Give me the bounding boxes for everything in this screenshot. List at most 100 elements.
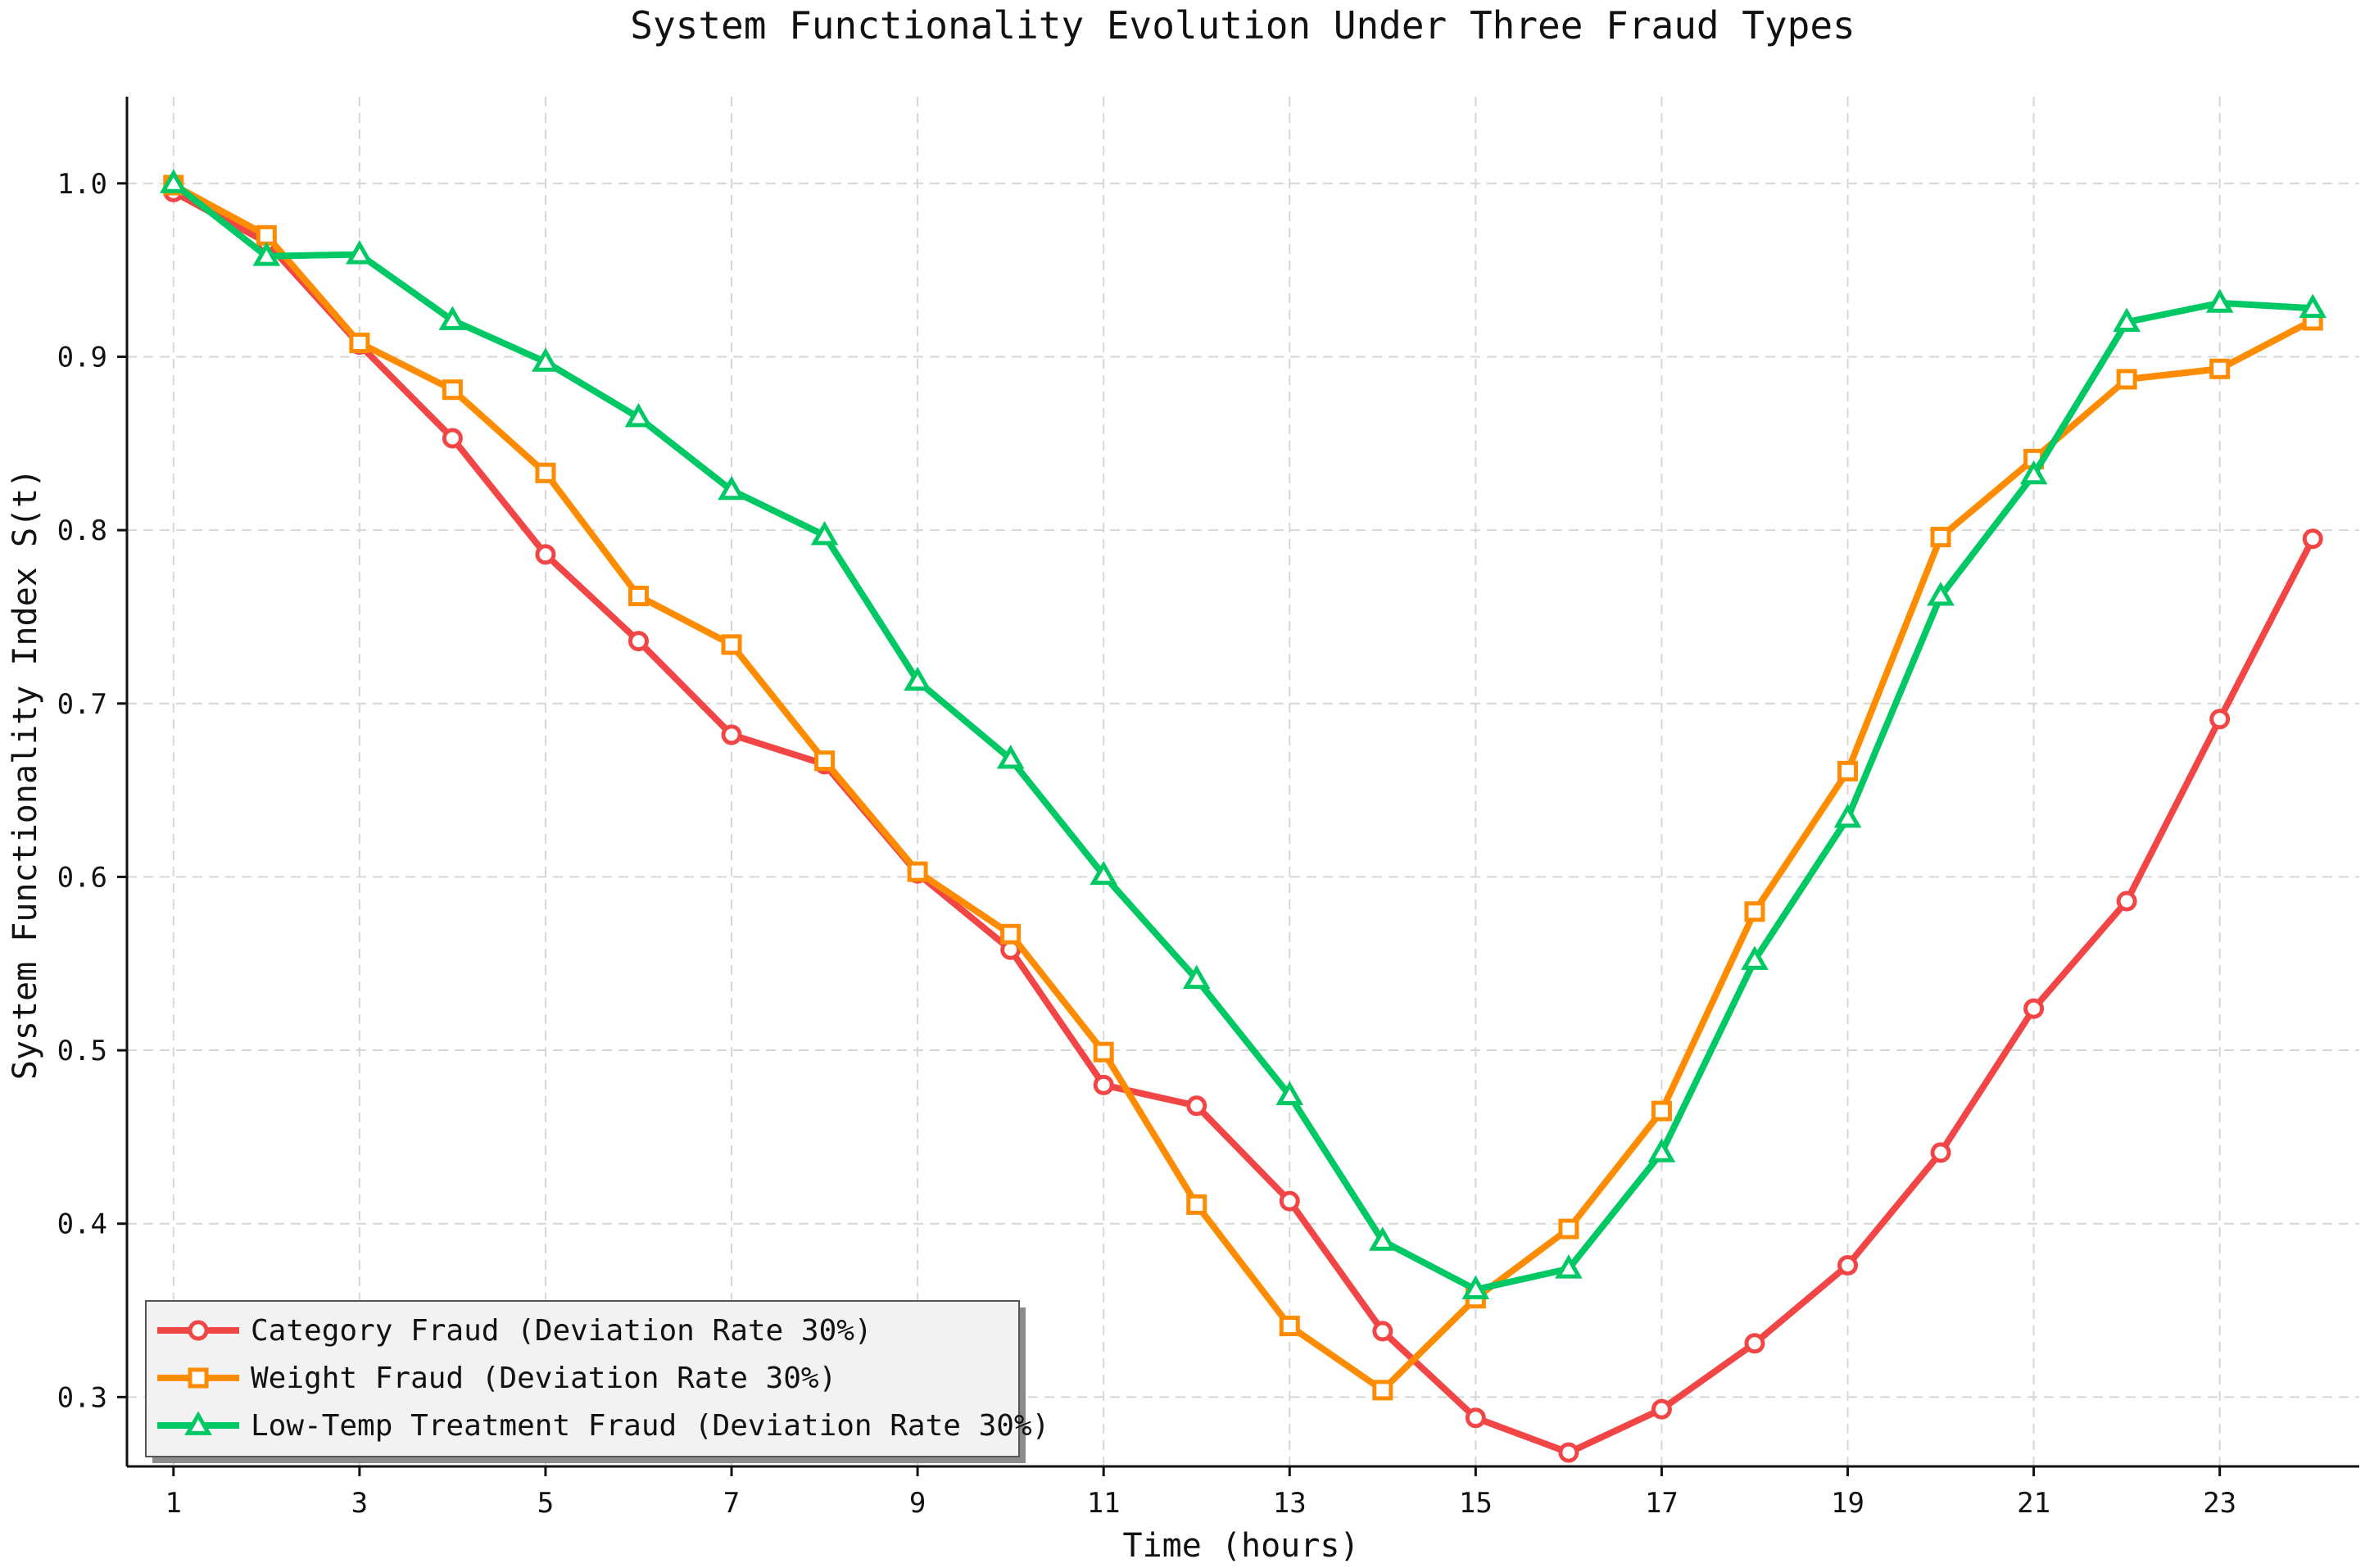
- data-point: [627, 586, 649, 607]
- data-point: [346, 240, 374, 265]
- x-tick-label: 11: [1087, 1487, 1121, 1520]
- legend-item-1: Category Fraud (Deviation Rate 30%): [157, 1314, 872, 1348]
- data-point: [810, 520, 839, 546]
- data-point: [624, 403, 653, 428]
- data-point: [814, 750, 836, 772]
- y-tick-label: 0.7: [57, 688, 107, 721]
- data-point: [1837, 1254, 1859, 1276]
- data-point: [532, 347, 560, 372]
- data-point: [2302, 528, 2323, 550]
- x-tick-label: 21: [2017, 1487, 2050, 1520]
- data-point: [2113, 307, 2141, 333]
- x-ticks: 1 3 5 7 9 11 13 15 17 19 21 23: [165, 1466, 2236, 1520]
- data-point: [2116, 890, 2137, 912]
- y-tick-label: 0.3: [57, 1381, 107, 1414]
- data-point: [721, 724, 742, 745]
- y-tick-label: 0.5: [57, 1035, 107, 1067]
- data-point: [438, 306, 467, 330]
- data-point: [1275, 1081, 1304, 1105]
- y-tick-label: 1.0: [57, 168, 107, 201]
- data-point: [1837, 760, 1859, 782]
- data-point: [1000, 923, 1022, 945]
- data-point: [1555, 1254, 1583, 1279]
- x-tick-label: 1: [165, 1487, 182, 1520]
- data-point: [1186, 1194, 1207, 1215]
- data-point: [718, 475, 745, 501]
- data-point: [1833, 803, 1862, 828]
- data-point: [159, 169, 188, 193]
- axes: [125, 97, 2359, 1468]
- grid-lines: [127, 97, 2359, 1466]
- data-point: [627, 631, 649, 652]
- x-tick-label: 13: [1273, 1487, 1307, 1520]
- data-point: [907, 861, 928, 882]
- data-point: [1186, 1095, 1207, 1117]
- data-point: [1744, 901, 1765, 922]
- data-point: [721, 634, 742, 655]
- data-point: [1279, 1316, 1300, 1337]
- series-3: [159, 169, 2327, 1299]
- data-point: [2023, 998, 2045, 1019]
- data-point: [1927, 582, 1955, 606]
- data-point: [349, 333, 370, 354]
- data-point: [252, 242, 281, 266]
- data-point: [1651, 1100, 1672, 1122]
- data-point: [1372, 1380, 1393, 1401]
- data-point: [1741, 945, 1769, 970]
- data-point: [442, 379, 463, 401]
- data-point: [2116, 369, 2137, 390]
- legend-box: [145, 1300, 1020, 1457]
- series-line: [171, 182, 2315, 1394]
- data-point: [1930, 1142, 1951, 1163]
- legend-label: Weight Fraud (Deviation Rate 30%): [251, 1362, 836, 1395]
- data-point: [2019, 460, 2048, 485]
- legend: Category Fraud (Deviation Rate 30%) Weigh…: [145, 1300, 1049, 1463]
- x-tick-label: 3: [351, 1487, 368, 1520]
- data-point: [2299, 293, 2327, 319]
- y-tick-label: 0.4: [57, 1208, 107, 1241]
- legend-swatch-marker: [188, 1320, 209, 1341]
- data-point: [1093, 1074, 1114, 1095]
- legend-swatch-marker: [188, 1367, 209, 1389]
- x-tick-label: 15: [1459, 1487, 1493, 1520]
- data-point: [1558, 1218, 1579, 1239]
- data-point: [256, 224, 277, 246]
- x-tick-label: 7: [723, 1487, 740, 1520]
- data-point: [1647, 1138, 1676, 1162]
- x-tick-label: 5: [537, 1487, 554, 1520]
- data-point: [442, 428, 463, 449]
- data-point: [1279, 1190, 1300, 1212]
- chart-title: System Functionality Evolution Under Thr…: [630, 3, 1855, 48]
- legend-item-2: Weight Fraud (Deviation Rate 30%): [157, 1362, 836, 1395]
- series-line: [171, 180, 2313, 1294]
- x-tick-label: 17: [1645, 1487, 1679, 1520]
- data-point: [1461, 1275, 1490, 1299]
- legend-items: Category Fraud (Deviation Rate 30%) Weigh…: [157, 1314, 1049, 1443]
- series-line: [171, 188, 2316, 1457]
- data-point: [1651, 1398, 1672, 1420]
- data-point: [2205, 288, 2234, 313]
- legend-item-3: Low-Temp Treatment Fraud (Deviation Rate…: [157, 1409, 1049, 1443]
- y-axis-label: System Functionality Index S(t): [7, 469, 44, 1081]
- data-point: [904, 666, 931, 691]
- data-point: [535, 544, 556, 565]
- legend-label: Category Fraud (Deviation Rate 30%): [251, 1314, 872, 1348]
- data-point: [1090, 860, 1117, 886]
- data-point: [1558, 1442, 1579, 1463]
- y-tick-label: 0.6: [57, 861, 107, 894]
- data-point: [1093, 1041, 1114, 1063]
- y-tick-label: 0.9: [57, 341, 107, 374]
- data-point: [2209, 709, 2231, 730]
- series-layer: [159, 169, 2327, 1463]
- x-tick-label: 9: [909, 1487, 926, 1520]
- data-point: [1372, 1321, 1393, 1342]
- data-point: [2209, 358, 2231, 379]
- y-tick-label: 0.8: [57, 514, 107, 547]
- data-point: [1182, 964, 1211, 990]
- y-ticks: 1.0 0.9 0.8 0.7 0.6 0.5 0.4 0.3: [57, 168, 127, 1414]
- data-point: [1744, 1333, 1765, 1354]
- x-tick-label: 23: [2203, 1487, 2236, 1520]
- data-point: [996, 744, 1025, 769]
- data-point: [1930, 527, 1951, 548]
